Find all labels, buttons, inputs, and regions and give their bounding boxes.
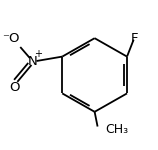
Text: O: O (9, 81, 20, 94)
Text: CH₃: CH₃ (105, 123, 128, 136)
Text: F: F (131, 32, 138, 45)
Text: N: N (28, 54, 38, 68)
Text: +: + (34, 49, 42, 59)
Text: ⁻O: ⁻O (2, 32, 19, 45)
